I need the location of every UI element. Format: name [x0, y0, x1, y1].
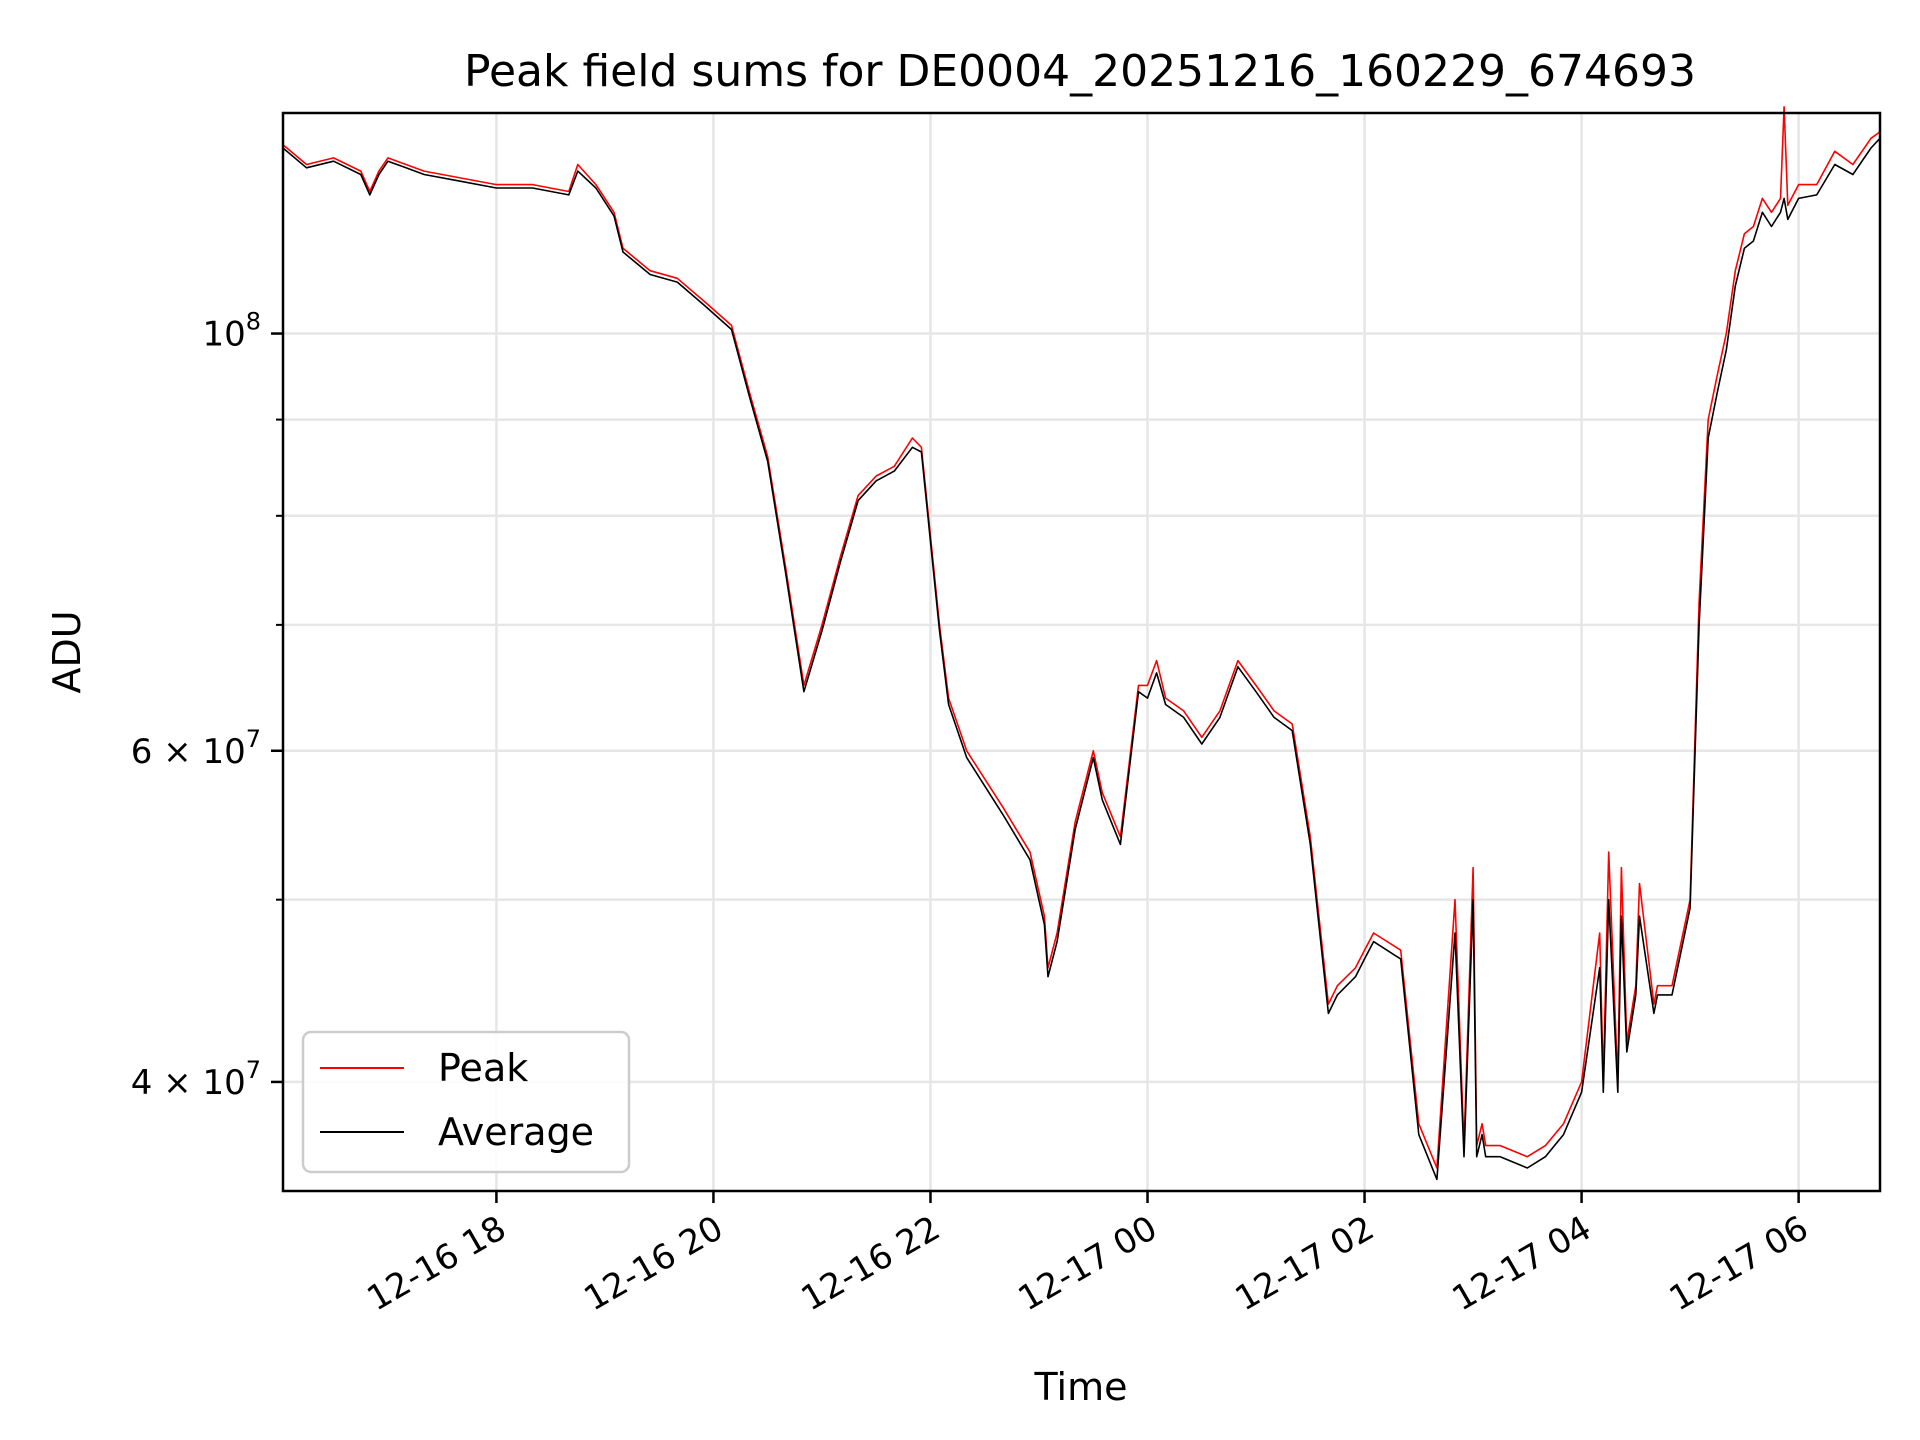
- legend: Peak Average: [301, 1030, 631, 1174]
- grid: [283, 113, 1880, 1191]
- plot-lines: [282, 106, 1881, 1181]
- x-axis-label: Time: [1034, 1365, 1128, 1409]
- legend-label-peak: Peak: [438, 1046, 528, 1090]
- legend-label-average: Average: [438, 1110, 594, 1154]
- plot-frame: [281, 111, 1882, 1193]
- chart-title: Peak field sums for DE0004_20251216_1602…: [464, 46, 1696, 97]
- y-axis: 4 × 107 6 × 107 108: [131, 308, 283, 1103]
- y-tick-label: 108: [202, 308, 261, 355]
- y-tick-label: 4 × 107: [131, 1056, 261, 1103]
- series-line-average: [282, 137, 1881, 1181]
- y-axis-label: ADU: [45, 610, 89, 693]
- y-tick-label: 6 × 107: [131, 725, 261, 772]
